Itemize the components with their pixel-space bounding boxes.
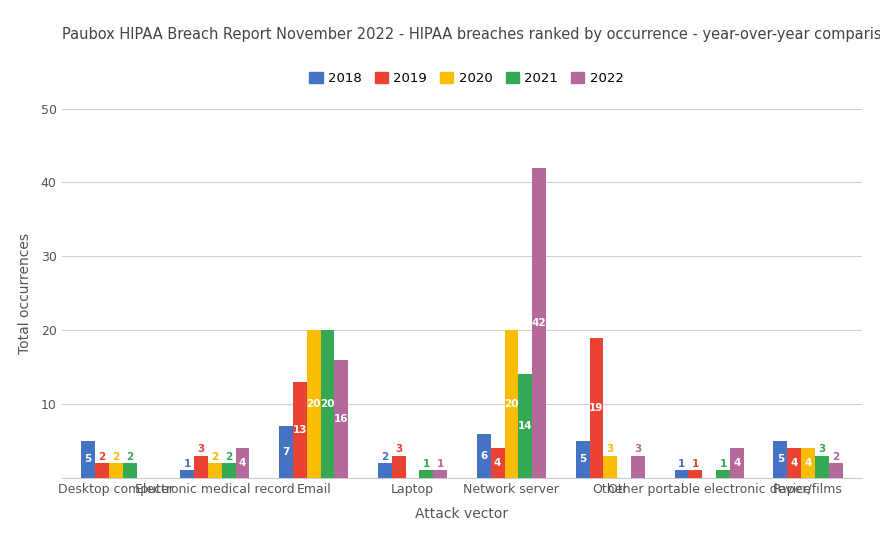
Text: 4: 4 <box>238 458 246 468</box>
Bar <box>631 456 645 478</box>
Text: 3: 3 <box>818 444 825 454</box>
Bar <box>532 168 546 478</box>
Text: 1: 1 <box>184 459 191 469</box>
Bar <box>675 470 688 478</box>
Y-axis label: Total occurrences: Total occurrences <box>18 233 33 353</box>
Bar <box>477 433 491 478</box>
Bar <box>590 338 604 478</box>
Bar <box>504 330 518 478</box>
Text: 3: 3 <box>606 444 614 454</box>
Text: 3: 3 <box>197 444 205 454</box>
Text: 2: 2 <box>99 452 106 462</box>
Text: 20: 20 <box>504 399 518 409</box>
Bar <box>392 456 406 478</box>
Bar <box>123 463 136 478</box>
Bar <box>774 441 788 478</box>
Bar <box>730 449 744 478</box>
Bar <box>293 382 307 478</box>
Text: 1: 1 <box>719 459 727 469</box>
Bar <box>491 449 504 478</box>
Bar <box>420 470 433 478</box>
Bar <box>320 330 334 478</box>
Text: 5: 5 <box>579 454 586 464</box>
Text: 2: 2 <box>381 452 388 462</box>
Text: 4: 4 <box>804 458 811 468</box>
X-axis label: Attack vector: Attack vector <box>415 507 509 521</box>
Bar <box>829 463 843 478</box>
Bar <box>222 463 236 478</box>
Bar <box>279 426 293 478</box>
Bar <box>604 456 617 478</box>
Text: 20: 20 <box>320 399 334 409</box>
Legend: 2018, 2019, 2020, 2021, 2022: 2018, 2019, 2020, 2021, 2022 <box>304 66 628 90</box>
Text: 1: 1 <box>692 459 699 469</box>
Bar <box>688 470 702 478</box>
Bar <box>208 463 222 478</box>
Text: 1: 1 <box>422 459 430 469</box>
Text: 16: 16 <box>334 414 348 424</box>
Bar <box>307 330 320 478</box>
Bar <box>180 470 194 478</box>
Bar <box>433 470 447 478</box>
Text: 2: 2 <box>225 452 232 462</box>
Text: 2: 2 <box>113 452 120 462</box>
Text: 2: 2 <box>126 452 134 462</box>
Bar <box>788 449 801 478</box>
Text: 3: 3 <box>395 444 402 454</box>
Bar <box>194 456 208 478</box>
Bar <box>334 359 348 478</box>
Bar <box>801 449 815 478</box>
Text: 2: 2 <box>211 452 218 462</box>
Bar <box>576 441 590 478</box>
Bar <box>81 441 95 478</box>
Bar <box>518 375 532 478</box>
Text: 4: 4 <box>494 458 502 468</box>
Text: 4: 4 <box>790 458 798 468</box>
Text: 42: 42 <box>532 318 546 328</box>
Text: Paubox HIPAA Breach Report November 2022 - HIPAA breaches ranked by occurrence -: Paubox HIPAA Breach Report November 2022… <box>62 27 880 42</box>
Bar <box>109 463 123 478</box>
Text: 13: 13 <box>293 425 307 435</box>
Text: 1: 1 <box>436 459 444 469</box>
Bar <box>716 470 730 478</box>
Bar <box>378 463 392 478</box>
Text: 7: 7 <box>282 447 290 457</box>
Text: 6: 6 <box>480 451 488 460</box>
Text: 1: 1 <box>678 459 686 469</box>
Bar <box>236 449 249 478</box>
Text: 3: 3 <box>634 444 642 454</box>
Text: 5: 5 <box>777 454 784 464</box>
Bar <box>815 456 829 478</box>
Text: 4: 4 <box>733 458 741 468</box>
Text: 14: 14 <box>518 421 532 431</box>
Text: 20: 20 <box>306 399 321 409</box>
Text: 5: 5 <box>84 454 92 464</box>
Text: 2: 2 <box>832 452 840 462</box>
Bar <box>95 463 109 478</box>
Text: 19: 19 <box>590 403 604 413</box>
